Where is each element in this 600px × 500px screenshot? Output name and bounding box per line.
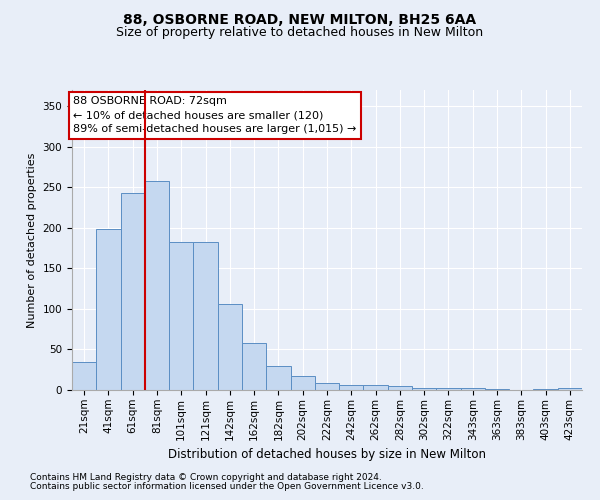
Bar — [242, 343, 266, 390]
Bar — [315, 382, 339, 390]
Bar — [72, 362, 96, 390]
Bar — [169, 242, 193, 390]
Bar — [485, 389, 509, 390]
Y-axis label: Number of detached properties: Number of detached properties — [27, 152, 37, 328]
Bar — [388, 386, 412, 390]
Text: 88 OSBORNE ROAD: 72sqm
← 10% of detached houses are smaller (120)
89% of semi-de: 88 OSBORNE ROAD: 72sqm ← 10% of detached… — [73, 96, 356, 134]
Bar — [558, 388, 582, 390]
Text: 88, OSBORNE ROAD, NEW MILTON, BH25 6AA: 88, OSBORNE ROAD, NEW MILTON, BH25 6AA — [124, 12, 476, 26]
Bar — [145, 181, 169, 390]
Text: Contains HM Land Registry data © Crown copyright and database right 2024.: Contains HM Land Registry data © Crown c… — [30, 474, 382, 482]
Bar — [290, 376, 315, 390]
X-axis label: Distribution of detached houses by size in New Milton: Distribution of detached houses by size … — [168, 448, 486, 461]
Bar — [412, 388, 436, 390]
Bar — [121, 193, 145, 390]
Bar — [339, 385, 364, 390]
Bar — [266, 366, 290, 390]
Bar — [436, 388, 461, 390]
Bar — [193, 242, 218, 390]
Bar — [96, 230, 121, 390]
Bar — [364, 385, 388, 390]
Text: Size of property relative to detached houses in New Milton: Size of property relative to detached ho… — [116, 26, 484, 39]
Bar — [461, 388, 485, 390]
Bar — [533, 389, 558, 390]
Bar — [218, 304, 242, 390]
Text: Contains public sector information licensed under the Open Government Licence v3: Contains public sector information licen… — [30, 482, 424, 491]
